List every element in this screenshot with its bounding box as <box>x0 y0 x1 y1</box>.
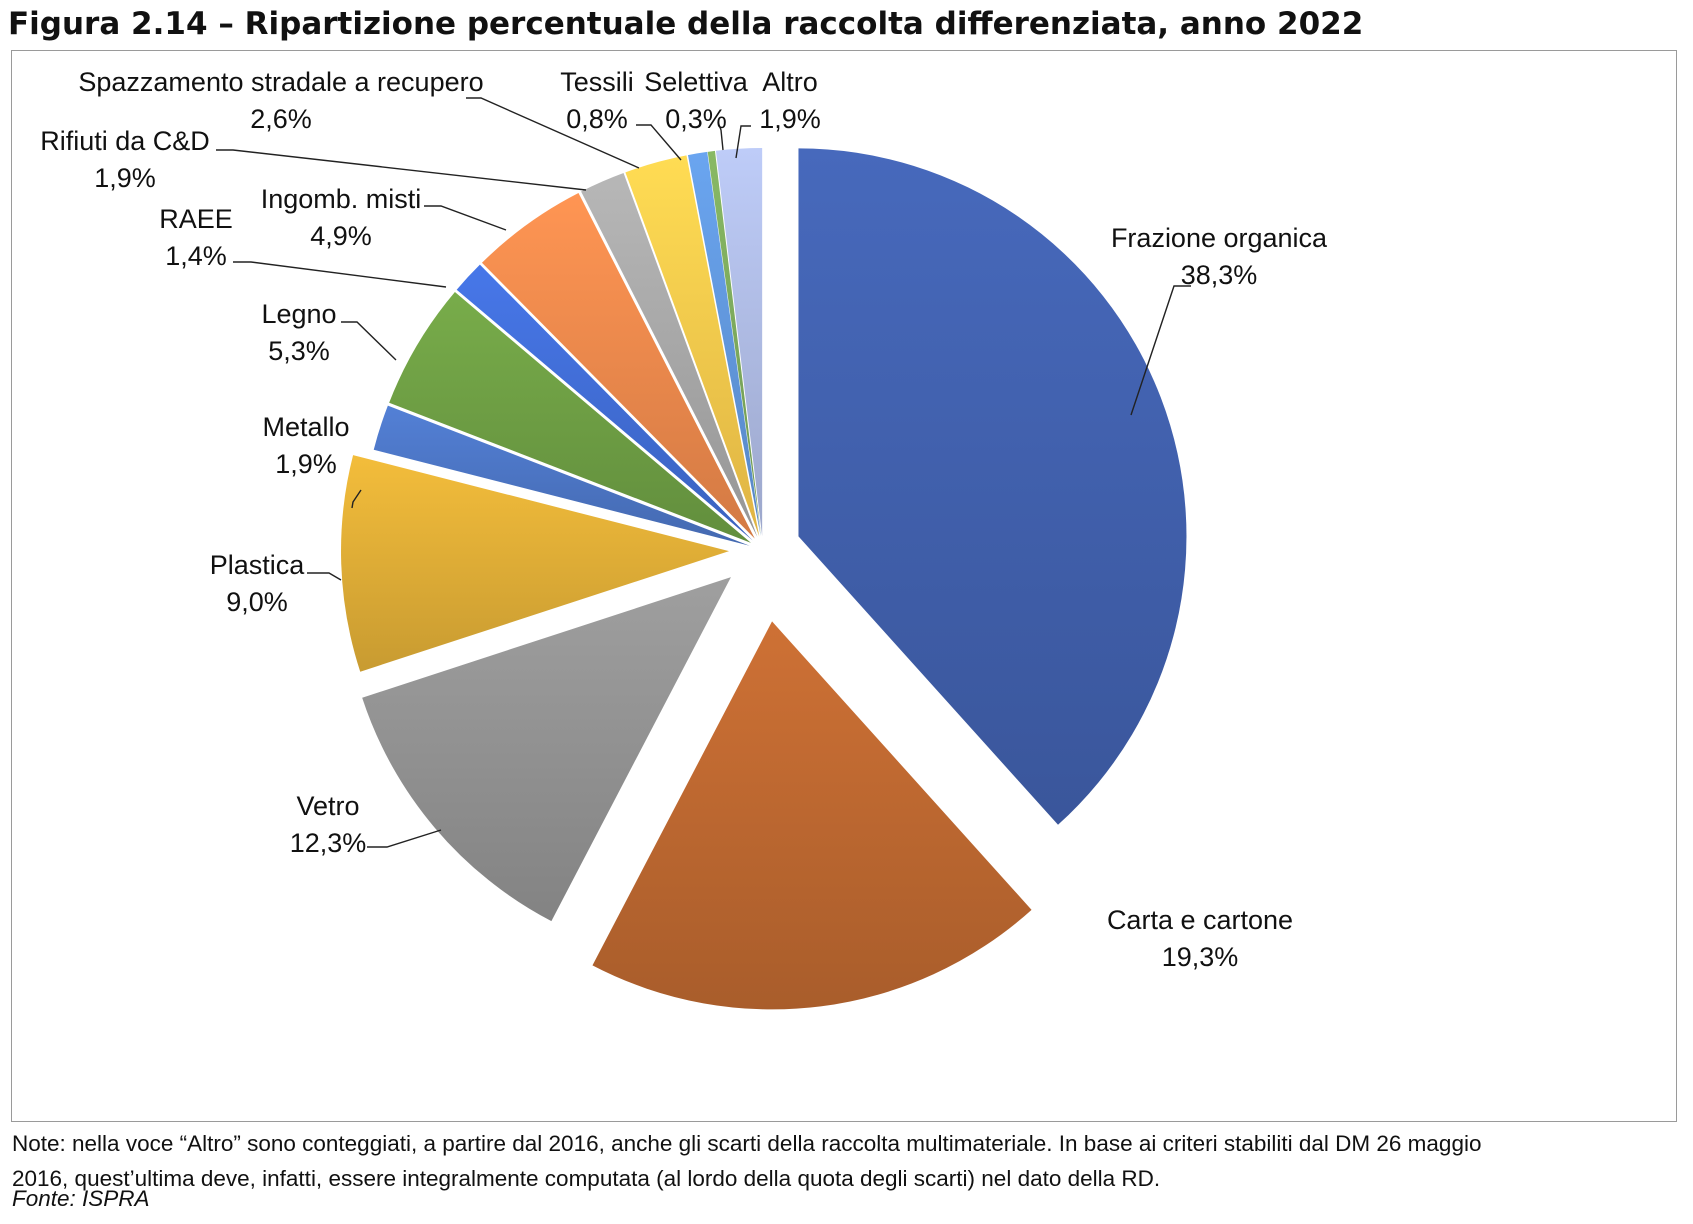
leader-line <box>341 321 397 361</box>
leader-line <box>424 205 507 231</box>
pie-slice-legno <box>389 292 751 543</box>
chart-source: Fonte: ISPRA <box>12 1186 150 1211</box>
pie-slice-altro <box>715 148 763 537</box>
leader-line <box>307 572 342 581</box>
leader-line <box>466 97 640 169</box>
pie-slice-raee <box>456 264 753 541</box>
slice-value-label: 2,6% <box>250 104 312 134</box>
leader-line <box>351 489 362 509</box>
note-line: 2016, quest’ultima deve, infatti, essere… <box>12 1166 1161 1191</box>
slice-value-label: 1,9% <box>94 163 156 193</box>
pie-slice-vetro <box>362 577 731 922</box>
slice-value-label: 19,3% <box>1162 942 1239 972</box>
chart-note: Note: nella voce “Altro” sono conteggiat… <box>12 1126 1687 1196</box>
slice-value-label: 12,3% <box>290 828 367 858</box>
note-line: Note: nella voce “Altro” sono conteggiat… <box>12 1131 1482 1156</box>
slice-label: Metallo <box>262 412 349 442</box>
slice-label: Rifiuti da C&D <box>40 126 210 156</box>
pie-slice-spazzamento-stradale-a-recupero <box>625 155 760 537</box>
pie-slice-selettiva <box>707 150 762 537</box>
slice-value-label: 0,3% <box>665 104 727 134</box>
slice-value-label: 0,8% <box>566 104 628 134</box>
leader-line <box>717 121 724 151</box>
leader-line <box>367 829 442 848</box>
slice-label: Ingomb. misti <box>261 184 422 214</box>
slice-value-label: 38,3% <box>1181 260 1258 290</box>
leader-line <box>1130 285 1191 416</box>
leader-line <box>216 149 587 191</box>
pie-slice-rifiuti-da-c-d <box>581 172 758 538</box>
pie-slice-ingomb-misti <box>481 193 755 539</box>
slice-label: Spazzamento stradale a recupero <box>78 67 483 97</box>
chart-frame <box>11 50 1677 1122</box>
slice-label: Plastica <box>210 550 306 580</box>
pie-slice-frazione-organica <box>798 148 1187 825</box>
pie-chart: Frazione organica 38,3% Carta e cartone 19,… <box>40 67 1328 1010</box>
pie-slice-plastica <box>341 455 730 672</box>
slice-label: Legno <box>261 299 336 329</box>
slice-label: RAEE <box>159 204 233 234</box>
slice-label: Frazione organica <box>1111 223 1328 253</box>
slice-value-label: 9,0% <box>226 587 288 617</box>
slice-label: Tessili <box>560 67 634 97</box>
slice-value-label: 5,3% <box>268 336 330 366</box>
figure-title: Figura 2.14 – Ripartizione percentuale d… <box>8 6 1364 42</box>
slice-value-label: 1,9% <box>275 449 337 479</box>
slice-label: Selettiva <box>644 67 749 97</box>
leader-line <box>636 124 682 161</box>
slice-value-label: 4,9% <box>310 221 372 251</box>
pie-slice-tessili <box>687 151 761 537</box>
slice-value-label: 1,4% <box>165 241 227 271</box>
slice-label: Altro <box>762 67 818 97</box>
slice-label: Vetro <box>296 791 359 821</box>
slice-value-label: 1,9% <box>759 104 821 134</box>
pie-slice-metallo <box>373 405 750 546</box>
pie-slice-carta-e-cartone <box>592 621 1032 1010</box>
leader-line <box>735 125 751 159</box>
slice-label: Carta e cartone <box>1107 905 1293 935</box>
leader-line <box>233 261 447 288</box>
